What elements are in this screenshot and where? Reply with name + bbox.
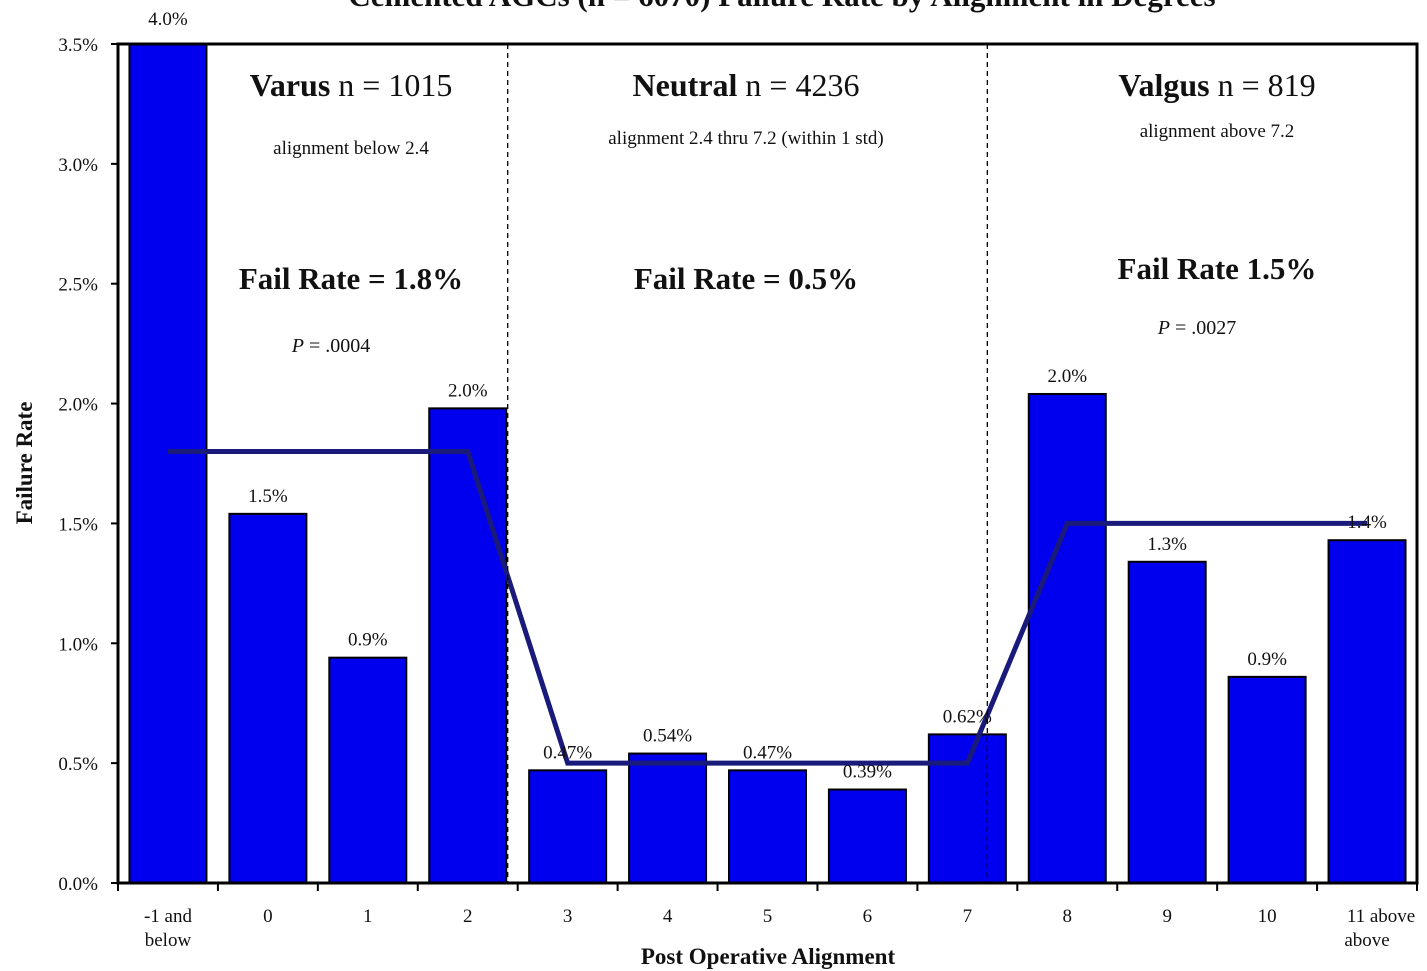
- data-labels-layer: 4.0% 1.5% 0.9% 2.0% 0.47% 0.54% 0.47% 0.39% 0.62…: [148, 9, 1387, 783]
- x-tick-label-12: 11 above above: [1344, 906, 1415, 951]
- x-tick-label-2: 1: [363, 906, 373, 927]
- y-tick-label-6: 3.0%: [58, 155, 98, 176]
- bar-9: [1027, 392, 1107, 884]
- data-label-2: 0.9%: [348, 630, 388, 651]
- region-dividers: [507, 44, 988, 883]
- region-p-value-varus: P = .0004: [291, 335, 371, 357]
- data-label-10: 1.3%: [1147, 534, 1187, 555]
- y-tick-label-2: 1.0%: [58, 634, 98, 655]
- chart-title: Cemented AGCs (n = 6070) Failure Rate by…: [348, 0, 1215, 13]
- x-tick-label-4: 3: [563, 906, 573, 927]
- region-subtitle-valgus: alignment above 7.2: [1140, 121, 1295, 142]
- region-fail-rate-valgus: Fail Rate 1.5%: [1118, 251, 1317, 286]
- bar-3: [428, 407, 508, 884]
- region-heading-valgus: Valgus n = 819: [1118, 67, 1315, 103]
- data-label-4: 0.47%: [543, 742, 592, 763]
- bars-layer: [128, 43, 1407, 885]
- y-tick-label-1: 0.5%: [58, 754, 98, 775]
- region-p-value-valgus: P = .0027: [1157, 317, 1237, 339]
- data-label-7: 0.39%: [843, 762, 892, 783]
- region-heading-neutral: Neutral n = 4236: [633, 67, 860, 103]
- bar-10: [1127, 560, 1207, 884]
- axes-layer: 0.0% 0.5% 1.0% 1.5% 2.0% 2.5% 3.0% 3.5% -1 and be…: [58, 35, 1418, 951]
- data-label-1: 1.5%: [248, 486, 288, 507]
- x-tick-label-10: 9: [1162, 906, 1172, 927]
- group-rate-line-layer: [167, 449, 1368, 766]
- data-label-9: 2.0%: [1047, 366, 1087, 387]
- region-fail-rate-varus: Fail Rate = 1.8%: [239, 261, 463, 296]
- data-label-6: 0.47%: [743, 742, 792, 763]
- x-tick-label-8: 7: [963, 906, 973, 927]
- y-tick-label-4: 2.0%: [58, 395, 98, 416]
- region-subtitle-varus: alignment below 2.4: [273, 138, 429, 159]
- plot-frame: [116, 42, 1419, 885]
- x-tick-label-6: 5: [763, 906, 773, 927]
- x-tick-label-11: 10: [1258, 906, 1277, 927]
- bar-12: [1327, 539, 1407, 884]
- y-tick-label-0: 0.0%: [58, 874, 98, 895]
- bar-7: [827, 788, 907, 884]
- x-tick-label-0: -1 and below: [144, 906, 193, 951]
- region-heading-varus: Varus n = 1015: [250, 67, 453, 103]
- bar-5: [628, 752, 708, 884]
- y-tick-label-3: 1.5%: [58, 514, 98, 535]
- x-tick-label-7: 6: [863, 906, 873, 927]
- bar-6: [728, 769, 807, 884]
- data-label-11: 0.9%: [1247, 649, 1287, 670]
- x-axis-title: Post Operative Alignment: [641, 944, 896, 969]
- bar-0: [128, 43, 208, 884]
- bar-2: [328, 656, 408, 884]
- bar-1: [228, 512, 308, 885]
- data-label-0: 4.0%: [148, 9, 188, 30]
- data-label-8: 0.62%: [943, 706, 992, 727]
- y-axis-title: Failure Rate: [12, 402, 37, 525]
- data-label-5: 0.54%: [643, 726, 692, 747]
- y-tick-label-5: 2.5%: [58, 275, 98, 296]
- x-tick-label-1: 0: [263, 906, 273, 927]
- bar-11: [1227, 675, 1307, 884]
- data-label-12: 1.4%: [1347, 512, 1387, 533]
- data-label-3: 2.0%: [448, 380, 488, 401]
- region-subtitle-neutral: alignment 2.4 thru 7.2 (within 1 std): [608, 128, 883, 149]
- y-tick-label-7: 3.5%: [58, 35, 98, 56]
- region-fail-rate-neutral: Fail Rate = 0.5%: [634, 261, 858, 296]
- x-tick-label-3: 2: [463, 906, 473, 927]
- x-tick-label-5: 4: [663, 906, 673, 927]
- x-tick-label-9: 8: [1063, 906, 1073, 927]
- group-rate-line: [167, 449, 1368, 766]
- bar-4: [528, 769, 608, 884]
- region-annotations: Varus n = 1015 alignment below 2.4 Fail Ra…: [239, 67, 1317, 357]
